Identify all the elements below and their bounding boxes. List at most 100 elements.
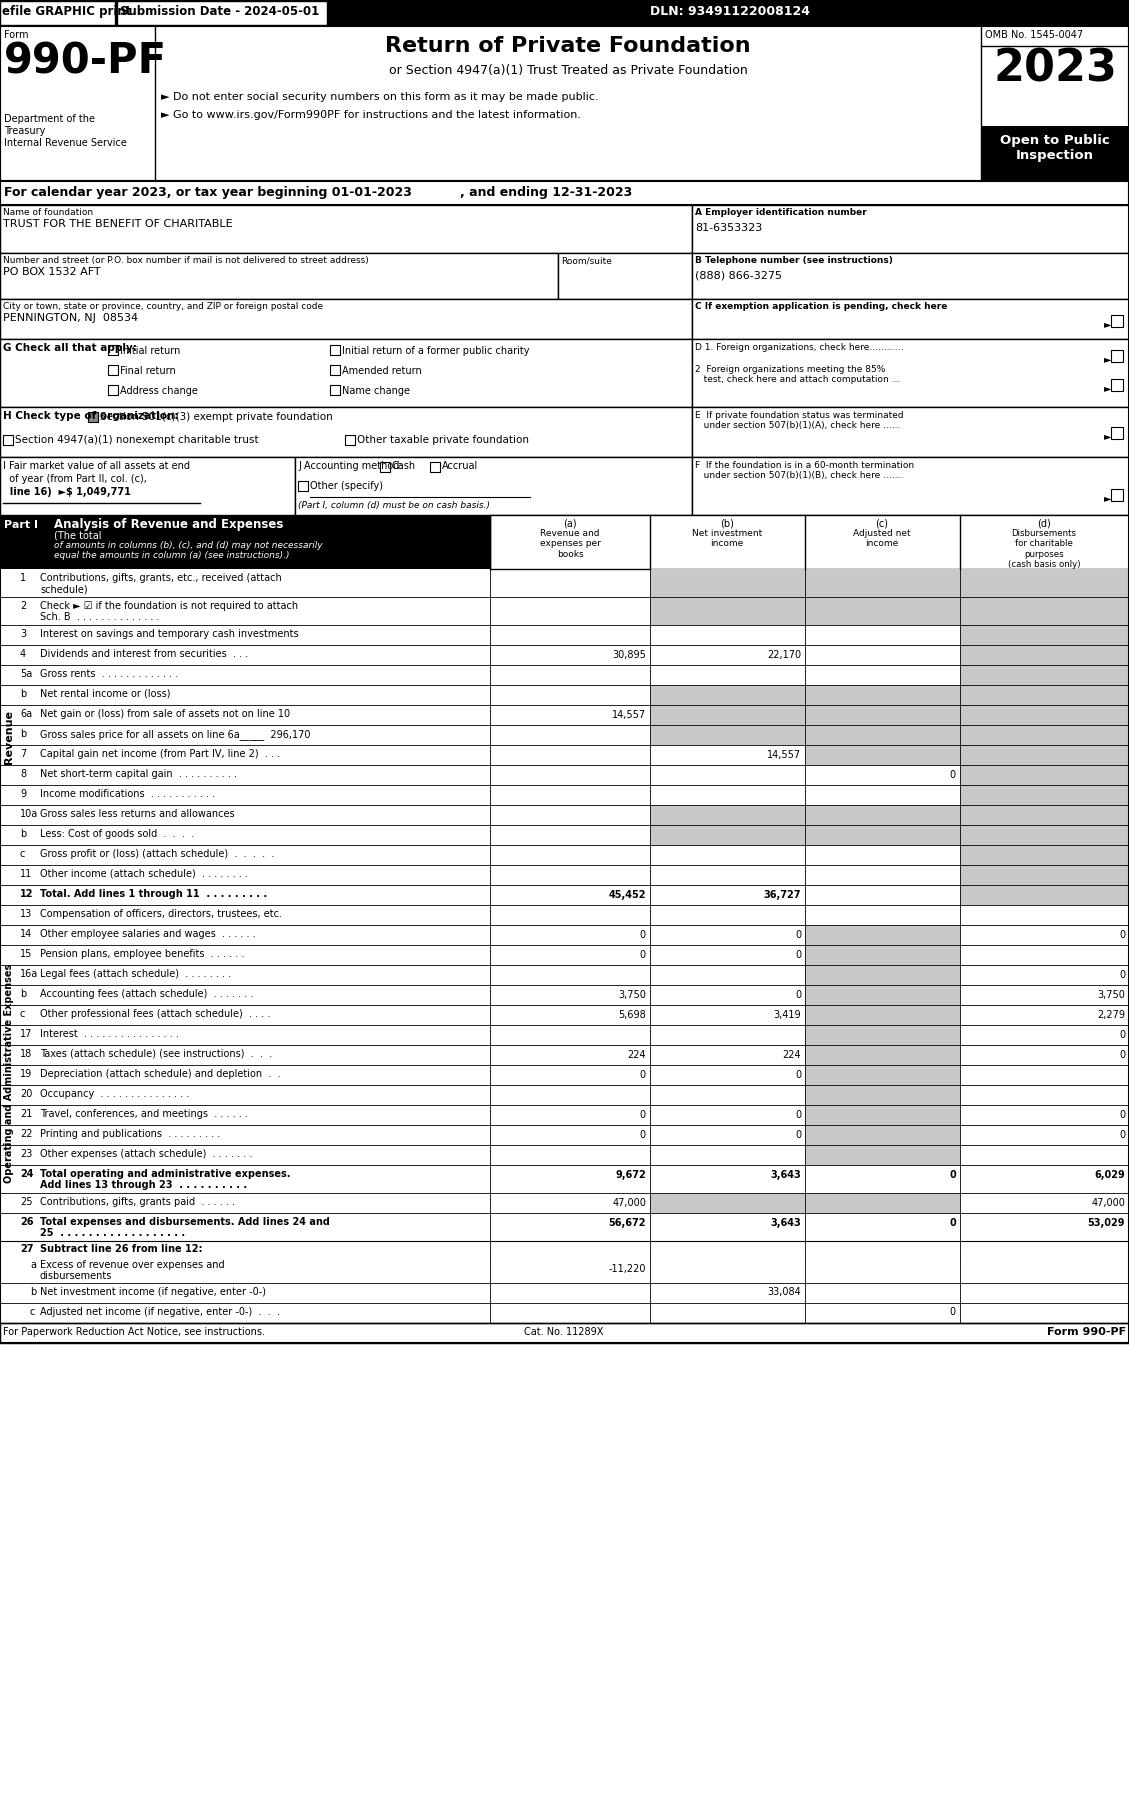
Text: (888) 866-3275: (888) 866-3275 <box>695 271 782 280</box>
Text: OMB No. 1545-0047: OMB No. 1545-0047 <box>984 31 1083 40</box>
Text: 0: 0 <box>949 1307 956 1316</box>
Text: 0: 0 <box>640 1070 646 1081</box>
Bar <box>692 406 1129 457</box>
Text: E  If private foundation status was terminated
   under section 507(b)(1)(A), ch: E If private foundation status was termi… <box>695 412 903 430</box>
Text: Name change: Name change <box>342 387 410 396</box>
Text: Travel, conferences, and meetings  . . . . . .: Travel, conferences, and meetings . . . … <box>40 1109 248 1118</box>
Bar <box>960 597 1129 626</box>
Text: 47,000: 47,000 <box>612 1197 646 1208</box>
Bar <box>0 182 1129 205</box>
Text: Amended return: Amended return <box>342 367 422 376</box>
Text: 0: 0 <box>1119 930 1124 940</box>
Text: ► Do not enter social security numbers on this form as it may be made public.: ► Do not enter social security numbers o… <box>161 92 598 102</box>
Bar <box>0 25 1129 182</box>
Text: 8: 8 <box>20 770 26 779</box>
Text: Contributions, gifts, grants paid  . . . . . .: Contributions, gifts, grants paid . . . … <box>40 1197 235 1206</box>
Text: 0: 0 <box>640 949 646 960</box>
Text: Other income (attach schedule)  . . . . . . . .: Other income (attach schedule) . . . . .… <box>40 868 248 879</box>
Text: 0: 0 <box>1119 1030 1124 1039</box>
Text: 24: 24 <box>20 1169 34 1179</box>
Text: b: b <box>30 1287 36 1296</box>
Text: Interest  . . . . . . . . . . . . . . . .: Interest . . . . . . . . . . . . . . . . <box>40 1028 178 1039</box>
Bar <box>330 365 340 376</box>
Text: 5a: 5a <box>20 669 33 680</box>
Bar <box>805 568 960 597</box>
Text: 16a: 16a <box>20 969 38 978</box>
Bar <box>805 985 960 1005</box>
Bar <box>650 705 805 725</box>
Text: Net rental income or (loss): Net rental income or (loss) <box>40 689 170 699</box>
Bar <box>1111 489 1123 502</box>
Text: Compensation of officers, directors, trustees, etc.: Compensation of officers, directors, tru… <box>40 910 282 919</box>
Text: of amounts in columns (b), (c), and (d) may not necessarily: of amounts in columns (b), (c), and (d) … <box>54 541 323 550</box>
Text: Address change: Address change <box>120 387 198 396</box>
Text: 45,452: 45,452 <box>609 890 646 901</box>
Text: 0: 0 <box>795 930 800 940</box>
Bar <box>0 298 692 340</box>
Bar <box>558 254 692 298</box>
Text: (c): (c) <box>875 518 889 529</box>
Text: 0: 0 <box>795 949 800 960</box>
Text: 2,279: 2,279 <box>1097 1010 1124 1019</box>
Text: Excess of revenue over expenses and: Excess of revenue over expenses and <box>40 1260 225 1269</box>
Text: (d): (d) <box>1038 518 1051 529</box>
Bar <box>960 645 1129 665</box>
Text: Net investment
income: Net investment income <box>692 529 762 548</box>
Bar <box>650 685 805 705</box>
Text: Total expenses and disbursements. Add lines 24 and: Total expenses and disbursements. Add li… <box>40 1217 330 1226</box>
Bar <box>805 1025 960 1045</box>
Text: Contributions, gifts, grants, etc., received (attach: Contributions, gifts, grants, etc., rece… <box>40 574 282 583</box>
Text: 20: 20 <box>20 1090 33 1099</box>
Text: Income modifications  . . . . . . . . . . .: Income modifications . . . . . . . . . .… <box>40 789 216 798</box>
Bar <box>108 385 119 396</box>
Text: ► Go to www.irs.gov/Form990PF for instructions and the latest information.: ► Go to www.irs.gov/Form990PF for instru… <box>161 110 581 120</box>
Bar <box>0 205 692 254</box>
Bar <box>490 514 1129 568</box>
Text: Analysis of Revenue and Expenses: Analysis of Revenue and Expenses <box>54 518 283 530</box>
Bar <box>805 597 960 626</box>
Text: Capital gain net income (from Part IV, line 2)  . . .: Capital gain net income (from Part IV, l… <box>40 750 280 759</box>
Bar <box>960 705 1129 725</box>
Text: a: a <box>30 1260 36 1269</box>
Text: DLN: 93491122008124: DLN: 93491122008124 <box>650 5 809 18</box>
Text: C If exemption application is pending, check here: C If exemption application is pending, c… <box>695 302 947 311</box>
Bar <box>0 0 1129 1343</box>
Bar <box>1111 351 1123 361</box>
Bar <box>0 406 692 457</box>
Bar <box>805 1005 960 1025</box>
Text: 3,643: 3,643 <box>770 1217 800 1228</box>
Text: 2: 2 <box>20 601 26 611</box>
Text: 26: 26 <box>20 1217 34 1226</box>
Text: D 1. Foreign organizations, check here............: D 1. Foreign organizations, check here..… <box>695 343 904 352</box>
Text: 990-PF: 990-PF <box>5 40 167 83</box>
Bar <box>1111 426 1123 439</box>
Bar <box>330 385 340 396</box>
Bar <box>805 946 960 966</box>
Text: 14,557: 14,557 <box>612 710 646 719</box>
Bar <box>0 340 692 406</box>
Bar <box>692 205 1129 254</box>
Text: Check ► ☑ if the foundation is not required to attach: Check ► ☑ if the foundation is not requi… <box>40 601 298 611</box>
Text: Revenue: Revenue <box>5 710 14 764</box>
Text: 0: 0 <box>795 1070 800 1081</box>
Text: (a): (a) <box>563 518 577 529</box>
Text: Revenue and
expenses per
books: Revenue and expenses per books <box>540 529 601 559</box>
Text: For Paperwork Reduction Act Notice, see instructions.: For Paperwork Reduction Act Notice, see … <box>3 1327 265 1338</box>
Text: For calendar year 2023, or tax year beginning 01-01-2023           , and ending : For calendar year 2023, or tax year begi… <box>5 185 632 200</box>
Text: 13: 13 <box>20 910 33 919</box>
Bar <box>650 825 805 845</box>
Text: of year (from Part II, col. (c),: of year (from Part II, col. (c), <box>3 475 147 484</box>
Text: Net gain or (loss) from sale of assets not on line 10: Net gain or (loss) from sale of assets n… <box>40 708 290 719</box>
Text: Accounting fees (attach schedule)  . . . . . . .: Accounting fees (attach schedule) . . . … <box>40 989 253 1000</box>
Bar <box>295 457 692 514</box>
Text: c: c <box>20 1009 25 1019</box>
Text: H Check type of organization:: H Check type of organization: <box>3 412 178 421</box>
Text: ►: ► <box>1104 432 1111 441</box>
Bar <box>960 568 1129 597</box>
Bar <box>298 482 308 491</box>
Bar <box>650 597 805 626</box>
Text: Submission Date - 2024-05-01: Submission Date - 2024-05-01 <box>120 5 320 18</box>
Text: 3,750: 3,750 <box>618 991 646 1000</box>
Bar <box>0 514 490 568</box>
Bar <box>345 435 355 444</box>
